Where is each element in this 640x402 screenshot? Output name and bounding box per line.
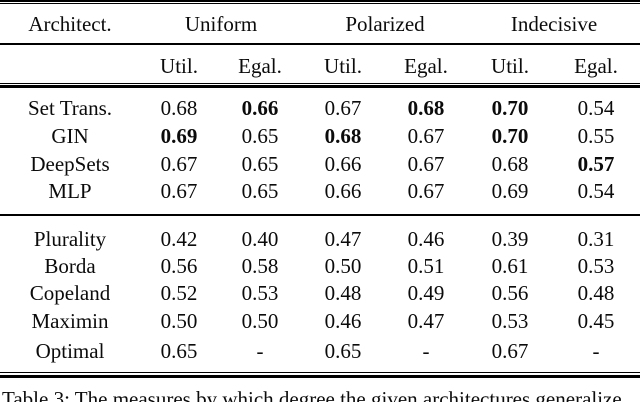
table-cell: 0.56 — [160, 253, 198, 278]
table-cell: 0.53 — [491, 308, 529, 333]
table-cell: 0.39 — [491, 226, 529, 251]
table-cell: 0.49 — [407, 280, 445, 305]
table-subheader-row: Util. Egal. Util. Egal. Util. Egal. — [0, 52, 640, 80]
table-cell: 0.69 — [491, 178, 529, 203]
bottom-rule-thin — [0, 372, 640, 373]
table-cell: 0.50 — [160, 308, 198, 333]
mid-rule — [0, 214, 640, 216]
table-cell: 0.68 — [160, 95, 198, 120]
table-cell: 0.61 — [491, 253, 529, 278]
row-label: DeepSets — [30, 151, 110, 176]
column-group-uniform: Uniform — [184, 11, 258, 36]
table-cell: 0.58 — [241, 253, 279, 278]
table-cell: 0.50 — [241, 308, 279, 333]
table-cell: 0.66 — [324, 178, 362, 203]
row-label: Maximin — [31, 308, 109, 333]
table-cell: 0.42 — [160, 226, 198, 251]
table-cell: 0.56 — [491, 280, 529, 305]
table-cell: 0.48 — [324, 280, 362, 305]
row-label: MLP — [48, 178, 92, 203]
table-row: Set Trans. 0.68 0.66 0.67 0.68 0.70 0.54 — [0, 94, 640, 122]
table-cell: 0.67 — [160, 178, 198, 203]
table-cell: 0.67 — [407, 151, 445, 176]
row-label: Copeland — [29, 280, 111, 305]
table-cell: 0.68 — [324, 123, 362, 148]
table-cell: 0.45 — [577, 308, 615, 333]
table-row: MLP 0.67 0.65 0.66 0.67 0.69 0.54 — [0, 177, 640, 205]
table-cell: 0.67 — [407, 178, 445, 203]
table-cell: 0.53 — [577, 253, 615, 278]
row-label: Set Trans. — [27, 95, 113, 120]
table-cell: 0.51 — [407, 253, 445, 278]
subheader-util: Util. — [324, 53, 362, 78]
table-cell: 0.54 — [577, 95, 615, 120]
table-cell: 0.67 — [160, 151, 198, 176]
table-cell: 0.53 — [241, 280, 279, 305]
table-cell: 0.67 — [324, 95, 362, 120]
table-row: Optimal 0.65 - 0.65 - 0.67 - — [0, 337, 640, 365]
table-caption: Table 3: The measures by which degree th… — [2, 387, 627, 402]
subheader-egal: Egal. — [238, 53, 282, 78]
table-cell: 0.65 — [160, 338, 198, 363]
subheader-egal: Egal. — [404, 53, 448, 78]
table-cell: 0.40 — [241, 226, 279, 251]
table-row: Copeland 0.52 0.53 0.48 0.49 0.56 0.48 — [0, 279, 640, 307]
table-cell: 0.54 — [577, 178, 615, 203]
table-cell: 0.47 — [407, 308, 445, 333]
table-cell: 0.46 — [407, 226, 445, 251]
table-cell: 0.46 — [324, 308, 362, 333]
column-group-polarized: Polarized — [345, 11, 425, 36]
subheader-util: Util. — [491, 53, 529, 78]
table-cell: - — [256, 338, 264, 363]
table-cell: 0.65 — [241, 151, 279, 176]
table-cell: 0.31 — [577, 226, 615, 251]
table-cell: 0.50 — [324, 253, 362, 278]
table-row: Maximin 0.50 0.50 0.46 0.47 0.53 0.45 — [0, 307, 640, 335]
table-cell: 0.52 — [160, 280, 198, 305]
top-rule-thick — [0, 0, 640, 2]
row-label: Plurality — [33, 226, 107, 251]
header-rule — [0, 43, 640, 45]
subheader-rule-thin — [0, 83, 640, 84]
table-cell: 0.55 — [577, 123, 615, 148]
table-cell: 0.66 — [324, 151, 362, 176]
table-cell: 0.68 — [491, 151, 529, 176]
row-label: Optimal — [35, 338, 105, 363]
row-label: Borda — [44, 253, 96, 278]
table-cell: 0.69 — [160, 123, 198, 148]
table-cell: 0.65 — [241, 123, 279, 148]
table-row: DeepSets 0.67 0.65 0.66 0.67 0.68 0.57 — [0, 150, 640, 178]
subheader-util: Util. — [160, 53, 198, 78]
table-cell: 0.65 — [241, 178, 279, 203]
subheader-rule-thick — [0, 85, 640, 88]
table-cell: 0.67 — [491, 338, 529, 363]
table-cell: 0.70 — [491, 95, 529, 120]
bottom-rule-thick — [0, 375, 640, 378]
top-rule-thin — [0, 3, 640, 4]
table-cell: 0.68 — [407, 95, 445, 120]
table-cell: - — [422, 338, 430, 363]
table-cell: 0.47 — [324, 226, 362, 251]
table-cell: 0.70 — [491, 123, 529, 148]
table-cell: 0.57 — [577, 151, 615, 176]
table-cell: 0.66 — [241, 95, 279, 120]
table-row: GIN 0.69 0.65 0.68 0.67 0.70 0.55 — [0, 122, 640, 150]
table-header-row: Architect. Uniform Polarized Indecisive — [0, 10, 640, 38]
column-header-architecture: Architect. — [28, 11, 112, 36]
subheader-egal: Egal. — [574, 53, 618, 78]
table-cell: - — [592, 338, 600, 363]
table-cell: 0.67 — [407, 123, 445, 148]
table-cell: 0.65 — [324, 338, 362, 363]
row-label: GIN — [51, 123, 89, 148]
table-row: Borda 0.56 0.58 0.50 0.51 0.61 0.53 — [0, 252, 640, 280]
column-group-indecisive: Indecisive — [510, 11, 598, 36]
table-cell: 0.48 — [577, 280, 615, 305]
table-row: Plurality 0.42 0.40 0.47 0.46 0.39 0.31 — [0, 225, 640, 253]
